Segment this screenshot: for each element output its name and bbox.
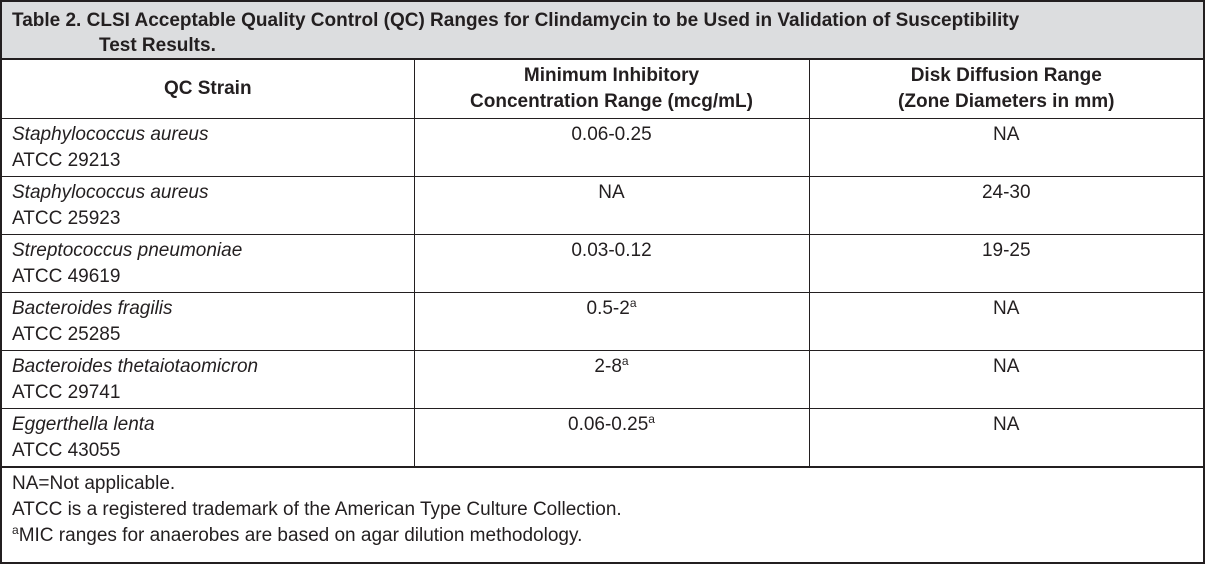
table-title-line1: Table 2. CLSI Acceptable Quality Control… [12, 10, 1020, 31]
atcc-number: ATCC 43055 [12, 440, 121, 461]
mic-range-value: 2-8 [594, 356, 622, 377]
table-header-row: QC Strain Minimum Inhibitory Concentrati… [2, 60, 1203, 119]
mic-range-value: 0.5-2 [586, 298, 630, 319]
footnote-atcc-trademark: ATCC is a registered trademark of the Am… [12, 499, 622, 520]
mic-range-cell: 0.06-0.25 [413, 118, 810, 177]
disk-range-cell: 24-30 [808, 176, 1203, 235]
qc-ranges-table: QC Strain Minimum Inhibitory Concentrati… [2, 60, 1203, 467]
table-row: Bacteroides thetaiotaomicron ATCC 29741 … [2, 350, 1203, 409]
organism-name: Staphylococcus aureus [12, 124, 209, 145]
disk-range-value: NA [993, 414, 1020, 435]
mic-range-cell: 2-8a [413, 350, 810, 409]
table-row: Staphylococcus aureus ATCC 29213 0.06-0.… [2, 118, 1203, 177]
mic-range-cell: 0.03-0.12 [413, 234, 810, 293]
strain-cell: Bacteroides fragilis ATCC 25285 [2, 292, 415, 351]
mic-range-value: NA [598, 182, 625, 203]
disk-range-value: NA [993, 298, 1020, 319]
atcc-number: ATCC 29213 [12, 150, 121, 171]
footnote-marker: a [648, 412, 655, 426]
table-row: Bacteroides fragilis ATCC 25285 0.5-2a N… [2, 292, 1203, 351]
mic-range-cell: NA [413, 176, 810, 235]
header-disk-range: Disk Diffusion Range (Zone Diameters in … [808, 60, 1203, 119]
mic-range-cell: 0.06-0.25a [413, 408, 810, 467]
disk-range-cell: NA [808, 350, 1203, 409]
header-mic-line2: Concentration Range (mcg/mL) [470, 91, 753, 112]
strain-cell: Eggerthella lenta ATCC 43055 [2, 408, 415, 467]
footnote-anaerobe-text: MIC ranges for anaerobes are based on ag… [18, 525, 583, 546]
disk-range-cell: NA [808, 118, 1203, 177]
disk-range-value: 24-30 [981, 182, 1031, 203]
table-row: Streptococcus pneumoniae ATCC 49619 0.03… [2, 234, 1203, 293]
header-disk-line1: Disk Diffusion Range [910, 65, 1102, 86]
disk-range-cell: 19-25 [808, 234, 1203, 293]
strain-cell: Streptococcus pneumoniae ATCC 49619 [2, 234, 415, 293]
footnote-marker: a [12, 523, 19, 537]
table-row: Staphylococcus aureus ATCC 25923 NA 24-3… [2, 176, 1203, 235]
mic-range-value: 0.03-0.12 [571, 240, 652, 261]
header-mic-range: Minimum Inhibitory Concentration Range (… [413, 60, 810, 119]
atcc-number: ATCC 49619 [12, 266, 121, 287]
table-title-line2: Test Results. [99, 35, 216, 56]
strain-cell: Staphylococcus aureus ATCC 25923 [2, 176, 415, 235]
table-footnotes: NA=Not applicable. ATCC is a registered … [2, 467, 1203, 549]
header-qc-strain: QC Strain [2, 60, 415, 119]
footnote-marker: a [629, 296, 637, 310]
disk-range-value: NA [993, 356, 1020, 377]
atcc-number: ATCC 25285 [12, 324, 121, 345]
disk-range-cell: NA [808, 408, 1203, 467]
organism-name: Streptococcus pneumoniae [12, 240, 243, 261]
disk-range-cell: NA [808, 292, 1203, 351]
disk-range-value: 19-25 [981, 240, 1031, 261]
footnote-na: NA=Not applicable. [12, 473, 176, 494]
mic-range-value: 0.06-0.25 [568, 414, 649, 435]
organism-name: Staphylococcus aureus [12, 182, 209, 203]
table-row: Eggerthella lenta ATCC 43055 0.06-0.25a … [2, 408, 1203, 467]
table-title: Table 2. CLSI Acceptable Quality Control… [2, 2, 1203, 60]
header-mic-line1: Minimum Inhibitory [523, 65, 700, 86]
mic-range-cell: 0.5-2a [413, 292, 810, 351]
organism-name: Bacteroides thetaiotaomicron [12, 356, 259, 377]
header-disk-line2: (Zone Diameters in mm) [898, 91, 1115, 112]
atcc-number: ATCC 29741 [12, 382, 121, 403]
organism-name: Bacteroides fragilis [12, 298, 173, 319]
organism-name: Eggerthella lenta [12, 414, 155, 435]
footnote-anaerobe: aMIC ranges for anaerobes are based on a… [12, 523, 1193, 549]
atcc-number: ATCC 25923 [12, 208, 121, 229]
footnote-marker: a [621, 354, 629, 368]
strain-cell: Bacteroides thetaiotaomicron ATCC 29741 [2, 350, 415, 409]
disk-range-value: NA [993, 124, 1020, 145]
header-qc-strain-label: QC Strain [163, 78, 252, 99]
mic-range-value: 0.06-0.25 [571, 124, 652, 145]
strain-cell: Staphylococcus aureus ATCC 29213 [2, 118, 415, 177]
